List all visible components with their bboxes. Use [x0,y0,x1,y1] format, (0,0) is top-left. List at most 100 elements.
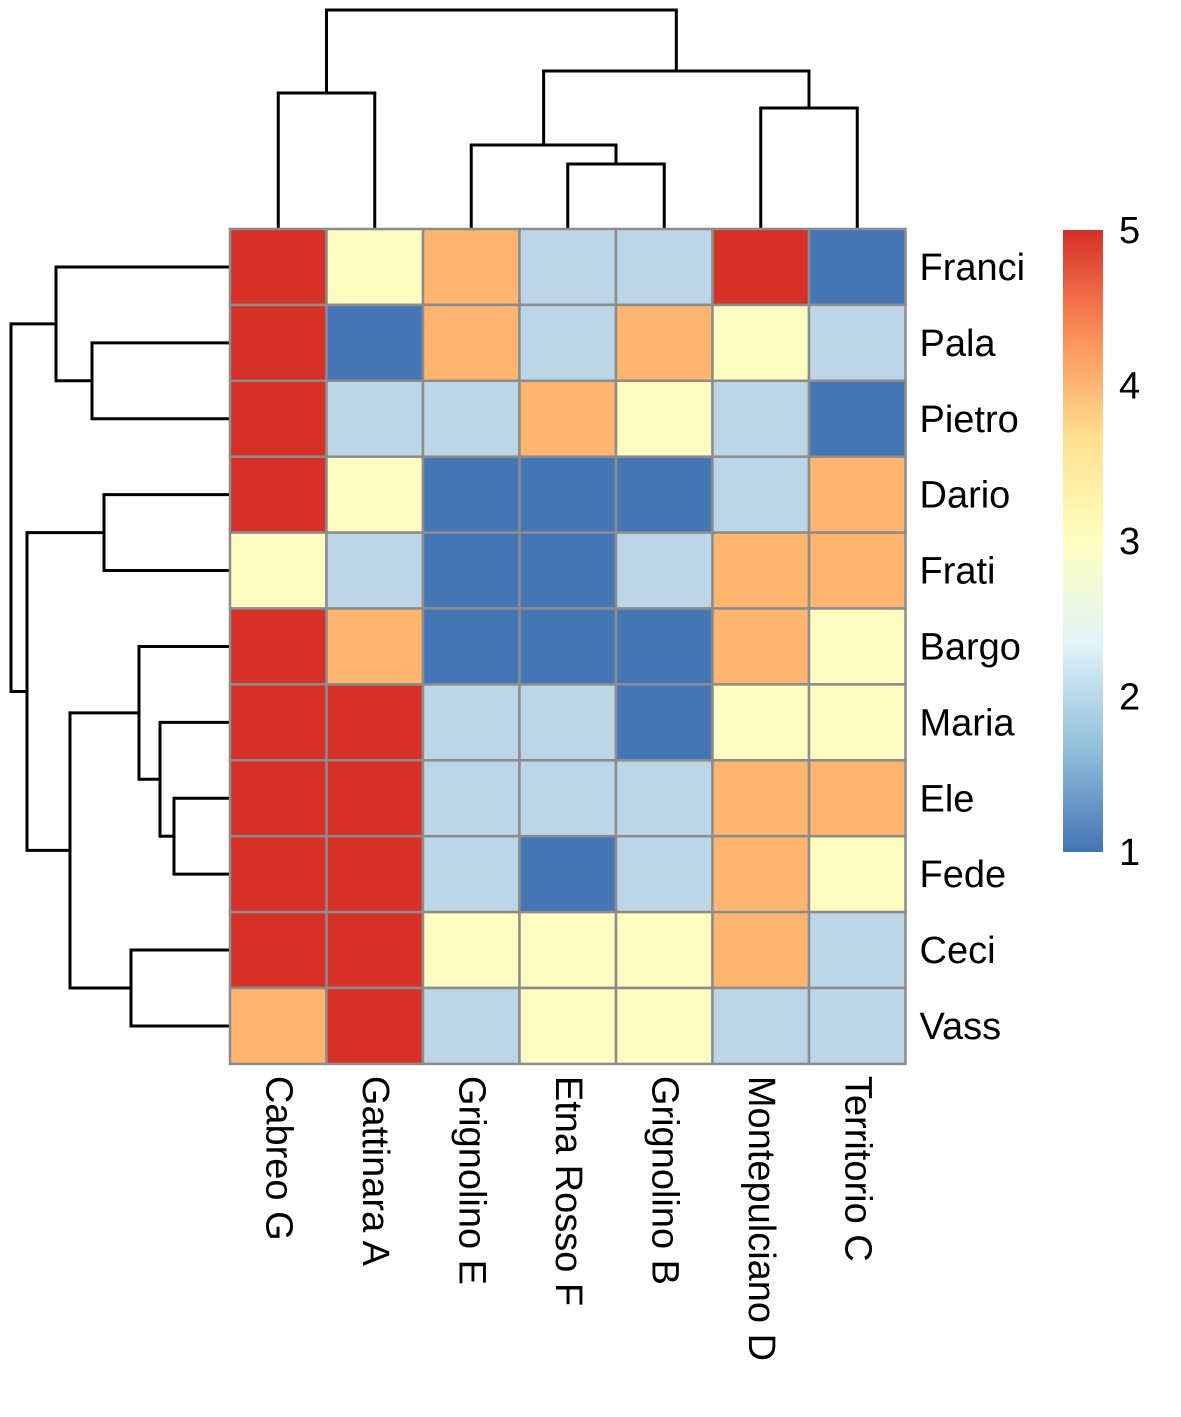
cell-dario-territorio-c [807,455,907,534]
cell-vass-etna-rosso-f [518,986,618,1066]
cell-maria-grignolino-e [421,683,521,762]
cell-pala-gattinara-a [325,303,425,383]
cell-bargo-grignolino-b [614,607,714,686]
cell-ele-etna-rosso-f [518,759,618,838]
row-label-ele: Ele [920,778,975,820]
cell-franci-cabreo-g [228,227,328,307]
cell-pietro-cabreo-g [228,379,328,458]
cell-ele-montepulciano-d [711,759,811,838]
cell-maria-gattinara-a [325,683,425,762]
legend-tick-labels: 1 2 3 4 5 [1119,210,1140,874]
cell-vass-gattinara-a [325,986,425,1066]
cell-ele-gattinara-a [325,759,425,838]
row-labels: Franci Pala Pietro Dario Frati Bargo Maria Ele F… [920,247,1026,1048]
column-label-cabreo-g: Cabreo G [257,1076,299,1241]
color-legend: 1 2 3 4 5 [1063,210,1140,874]
cell-ceci-grignolino-e [421,910,521,990]
cell-ele-grignolino-e [421,759,521,838]
cell-frati-gattinara-a [325,531,425,610]
legend-tick-4: 4 [1119,366,1140,408]
legend-tick-1: 1 [1119,832,1140,874]
row-label-maria: Maria [920,702,1016,744]
row-label-vass: Vass [920,1006,1002,1048]
cell-fede-montepulciano-d [711,834,811,914]
column-dendrogram [276,8,859,229]
cell-ceci-grignolino-b [614,910,714,990]
cell-franci-gattinara-a [325,227,425,307]
cell-pala-etna-rosso-f [518,303,618,383]
cell-ceci-montepulciano-d [711,910,811,990]
cell-bargo-territorio-c [807,607,907,686]
legend-tick-5: 5 [1119,210,1140,252]
cell-vass-montepulciano-d [711,986,811,1066]
cell-frati-territorio-c [807,531,907,610]
cell-dario-montepulciano-d [711,455,811,534]
row-label-fede: Fede [920,854,1007,896]
cell-bargo-montepulciano-d [711,607,811,686]
row-label-pala: Pala [920,323,997,365]
column-label-grignolino-b: Grignolino B [643,1076,685,1285]
cell-fede-grignolino-b [614,834,714,914]
cell-franci-territorio-c [807,227,907,307]
cell-vass-grignolino-b [614,986,714,1066]
column-label-gattinara-a: Gattinara A [354,1076,396,1267]
cell-ele-territorio-c [807,759,907,838]
row-dendrogram [9,265,230,1028]
cell-pala-cabreo-g [228,303,328,383]
cell-maria-territorio-c [807,683,907,762]
cell-franci-etna-rosso-f [518,227,618,307]
cell-vass-territorio-c [807,986,907,1066]
cell-ele-grignolino-b [614,759,714,838]
row-label-frati: Frati [920,551,996,593]
cell-pala-montepulciano-d [711,303,811,383]
cell-fede-grignolino-e [421,834,521,914]
cell-franci-montepulciano-d [711,227,811,307]
cell-vass-cabreo-g [228,986,328,1066]
cell-bargo-etna-rosso-f [518,607,618,686]
cell-frati-grignolino-e [421,531,521,610]
cell-fede-cabreo-g [228,834,328,914]
cell-frati-cabreo-g [228,531,328,610]
heatmap-cells [228,227,907,1066]
legend-tick-2: 2 [1119,677,1140,719]
cell-pala-territorio-c [807,303,907,383]
cell-maria-montepulciano-d [711,683,811,762]
cell-maria-etna-rosso-f [518,683,618,762]
cell-ele-cabreo-g [228,759,328,838]
cell-ceci-gattinara-a [325,910,425,990]
cell-pala-grignolino-e [421,303,521,383]
cell-pietro-etna-rosso-f [518,379,618,458]
cell-pietro-territorio-c [807,379,907,458]
cell-ceci-territorio-c [807,910,907,990]
cell-dario-grignolino-e [421,455,521,534]
row-label-bargo: Bargo [920,626,1021,668]
cell-franci-grignolino-b [614,227,714,307]
column-label-montepulciano-d: Montepulciano D [740,1076,782,1361]
cell-dario-cabreo-g [228,455,328,534]
column-labels: Cabreo G Gattinara A Grignolino E Etna Ross… [257,1076,878,1361]
column-label-territorio-c: Territorio C [836,1076,878,1262]
legend-tick-3: 3 [1119,521,1140,563]
cell-pala-grignolino-b [614,303,714,383]
cell-maria-cabreo-g [228,683,328,762]
cell-ceci-cabreo-g [228,910,328,990]
cell-pietro-montepulciano-d [711,379,811,458]
cell-frati-montepulciano-d [711,531,811,610]
cell-pietro-grignolino-b [614,379,714,458]
column-label-grignolino-e: Grignolino E [450,1076,492,1285]
cell-dario-gattinara-a [325,455,425,534]
cell-fede-territorio-c [807,834,907,914]
column-label-etna-rosso-f: Etna Rosso F [547,1076,589,1306]
row-label-ceci: Ceci [920,930,996,972]
cell-pietro-grignolino-e [421,379,521,458]
cell-dario-etna-rosso-f [518,455,618,534]
cell-pietro-gattinara-a [325,379,425,458]
cell-dario-grignolino-b [614,455,714,534]
cell-bargo-grignolino-e [421,607,521,686]
cell-bargo-cabreo-g [228,607,328,686]
legend-color-bar [1063,230,1103,852]
cell-vass-grignolino-e [421,986,521,1066]
cell-frati-grignolino-b [614,531,714,610]
row-label-dario: Dario [920,475,1011,517]
